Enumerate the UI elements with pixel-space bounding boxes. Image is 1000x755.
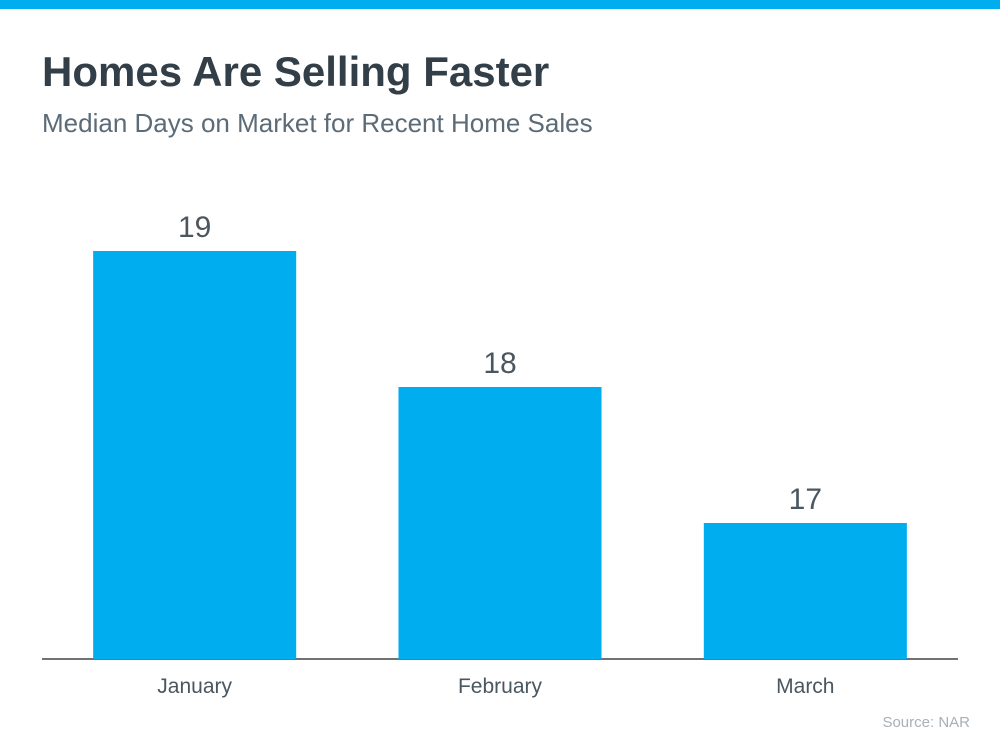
bar bbox=[703, 523, 907, 659]
chart-subtitle: Median Days on Market for Recent Home Sa… bbox=[42, 108, 593, 138]
top-stripe bbox=[0, 0, 1000, 9]
value-label: 19 bbox=[178, 211, 211, 244]
source: Source: NAR bbox=[882, 714, 970, 731]
value-label: 18 bbox=[483, 347, 516, 380]
bar bbox=[398, 387, 602, 659]
chart-title: Homes Are Selling Faster bbox=[42, 48, 549, 95]
value-label: 17 bbox=[789, 483, 822, 516]
x-tick-label: January bbox=[157, 675, 232, 698]
x-tick-label: February bbox=[458, 675, 543, 698]
x-tick-label: March bbox=[776, 675, 834, 698]
bar bbox=[93, 251, 297, 659]
